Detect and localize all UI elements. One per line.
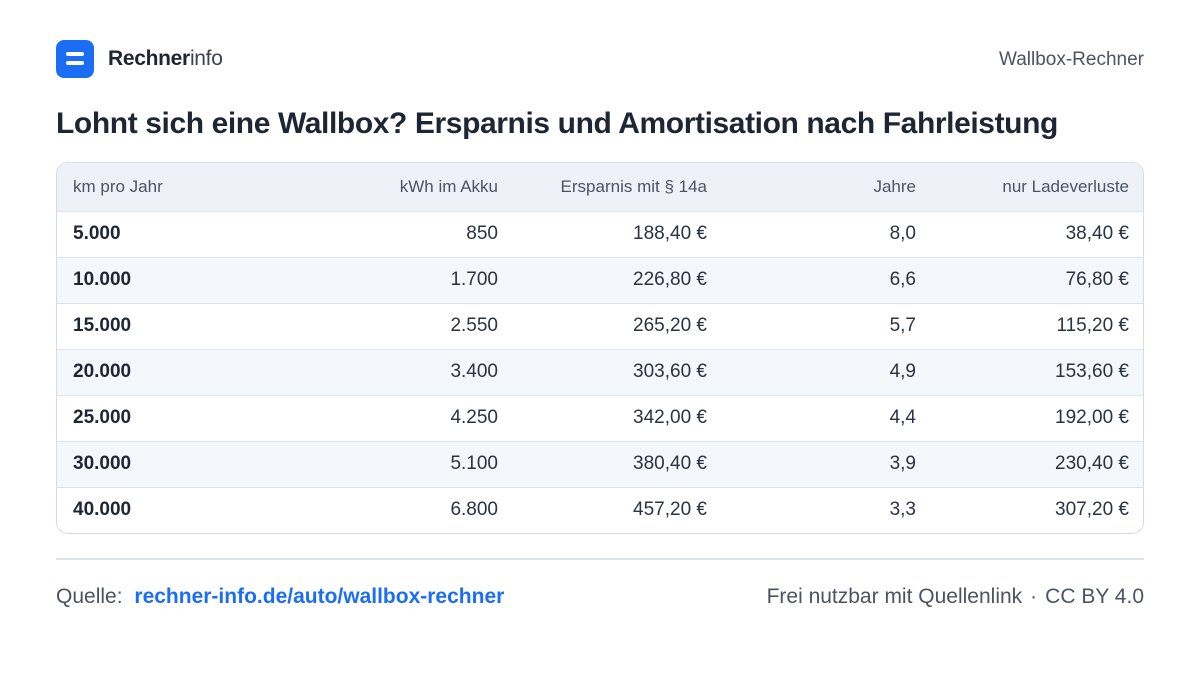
footer-divider [56, 558, 1144, 560]
column-header-savings: Ersparnis mit § 14a [560, 176, 707, 196]
savings-table: km pro Jahr kWh im Akku Ersparnis mit § … [56, 162, 1144, 534]
logo-bar-top [66, 52, 84, 56]
table-row: 15.000 2.550 265,20 € 5,7 115,20 € [57, 303, 1143, 349]
cell-losses: 38,40 € [1065, 223, 1129, 244]
source-link[interactable]: rechner-info.de/auto/wallbox-rechner [134, 585, 505, 608]
cell-losses: 115,20 € [1056, 315, 1129, 336]
cell-savings: 265,20 € [633, 315, 707, 336]
cell-km: 5.000 [73, 223, 121, 244]
cell-savings: 342,00 € [633, 407, 707, 428]
header: Rechnerinfo Wallbox-Rechner [56, 40, 1144, 78]
column-header-losses: nur Ladeverluste [1002, 176, 1129, 196]
cell-years: 4,9 [889, 361, 916, 382]
table-row: 5.000 850 188,40 € 8,0 38,40 € [57, 211, 1143, 257]
cell-km: 30.000 [73, 453, 132, 474]
source-label: Quelle: [56, 585, 123, 608]
cell-losses: 307,20 € [1055, 499, 1129, 521]
license-text: Frei nutzbar mit Quellenlink [766, 585, 1023, 608]
table-row: 40.000 6.800 457,20 € 3,3 307,20 € [57, 487, 1143, 533]
license-info: Frei nutzbar mit Quellenlink · CC BY 4.0 [767, 584, 1144, 610]
cell-savings: 188,40 € [633, 223, 707, 244]
cell-kwh: 2.550 [450, 315, 498, 336]
license-name: CC BY 4.0 [1045, 585, 1144, 608]
brand-name-strong: Rechner [108, 47, 190, 70]
cell-kwh: 850 [466, 223, 498, 244]
table-header-row: km pro Jahr kWh im Akku Ersparnis mit § … [57, 163, 1143, 211]
cell-km: 40.000 [73, 499, 132, 521]
cell-km: 10.000 [73, 269, 132, 290]
cell-kwh: 5.100 [450, 453, 498, 474]
cell-km: 20.000 [73, 361, 132, 382]
table-row: 25.000 4.250 342,00 € 4,4 192,00 € [57, 395, 1143, 441]
cell-years: 8,0 [889, 223, 916, 244]
cell-years: 5,7 [889, 315, 916, 336]
cell-km: 15.000 [73, 315, 132, 336]
cell-km: 25.000 [73, 407, 132, 428]
logo-bar-bottom [66, 61, 84, 65]
footer: Quelle: rechner-info.de/auto/wallbox-rec… [56, 584, 1144, 610]
brand-name-light: info [189, 47, 223, 70]
cell-losses: 76,80 € [1065, 269, 1129, 290]
table-row: 20.000 3.400 303,60 € 4,9 153,60 € [57, 349, 1143, 395]
table-row: 10.000 1.700 226,80 € 6,6 76,80 € [57, 257, 1143, 303]
cell-savings: 226,80 € [633, 269, 707, 290]
brand-logo[interactable]: Rechnerinfo [108, 47, 223, 71]
cell-savings: 303,60 € [633, 361, 707, 382]
cell-kwh: 4.250 [450, 407, 498, 428]
column-header-km: km pro Jahr [73, 176, 163, 196]
cell-years: 6,6 [889, 269, 916, 290]
table-row: 30.000 5.100 380,40 € 3,9 230,40 € [57, 441, 1143, 487]
cell-savings: 457,20 € [633, 499, 707, 521]
cell-years: 4,4 [889, 407, 916, 428]
cell-kwh: 6.800 [450, 499, 498, 521]
cell-years: 3,3 [889, 499, 916, 521]
column-header-kwh: kWh im Akku [399, 176, 498, 196]
cell-years: 3,9 [889, 453, 916, 474]
cell-savings: 380,40 € [633, 453, 707, 474]
logo-icon[interactable] [56, 40, 94, 78]
cell-losses: 230,40 € [1055, 453, 1129, 474]
page-label: Wallbox-Rechner [998, 49, 1144, 70]
column-header-years: Jahre [873, 176, 916, 196]
cell-kwh: 1.700 [450, 269, 498, 290]
cell-kwh: 3.400 [450, 361, 498, 382]
cell-losses: 153,60 € [1055, 361, 1129, 382]
license-separator: · [1030, 585, 1038, 608]
page-title: Lohnt sich eine Wallbox? Ersparnis und A… [56, 107, 1058, 140]
cell-losses: 192,00 € [1055, 407, 1129, 428]
